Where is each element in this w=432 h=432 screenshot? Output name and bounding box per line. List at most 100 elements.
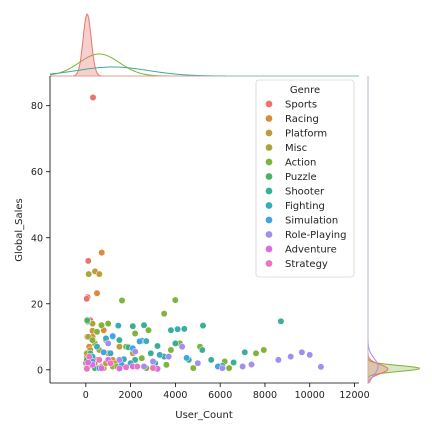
legend-marker-misc [265, 143, 273, 152]
point-role-playing-5 [248, 361, 255, 368]
point-fighting-5 [156, 351, 164, 359]
point-shooter-0 [277, 317, 285, 325]
legend-label-sports: Sports [285, 100, 317, 111]
point-simulation-1 [183, 354, 191, 362]
y-tick-label-60: 60 [31, 167, 43, 178]
main-plot-area: 0 2000 4000 6000 8000 10000 12000 0 20 40 60 80 Us… [14, 76, 370, 421]
legend-marker-action [265, 158, 273, 166]
legend-label-misc: Misc [285, 143, 307, 154]
point-role-playing-2 [287, 353, 295, 361]
point-shooter-11 [115, 336, 123, 344]
legend-marker-adventure [265, 245, 273, 253]
point-shooter-7 [241, 348, 249, 356]
legend-title: Genre [290, 85, 320, 96]
y-tick-label-20: 20 [31, 299, 43, 310]
point-role-playing-14 [115, 356, 123, 364]
legend-label-role-playing: Role-Playing [285, 230, 346, 241]
point-action-1 [118, 297, 126, 304]
point-action-3 [160, 310, 168, 318]
point-action-7 [145, 326, 152, 334]
point-adventure-4 [115, 365, 123, 372]
point-shooter-3 [140, 321, 148, 329]
x-axis-label: User_Count [175, 410, 233, 421]
point-action-23 [89, 336, 96, 344]
point-role-playing-7 [194, 359, 202, 367]
legend-frame [255, 79, 355, 278]
point-simulation-4 [100, 348, 108, 356]
point-shooter-21 [230, 359, 238, 366]
point-simulation-0 [109, 332, 117, 340]
x-tick-label-8000: 8000 [253, 390, 277, 401]
legend-items: Sports Racing Platform Misc Action Puzzle Shoo… [265, 100, 346, 270]
top-marginal-kde [49, 13, 359, 77]
point-action-13 [252, 349, 260, 357]
point-action-4 [98, 321, 105, 329]
point-fighting-0 [114, 322, 122, 330]
point-role-playing-1 [306, 351, 314, 359]
y-tick-label-80: 80 [31, 101, 43, 112]
point-racing-0 [98, 249, 106, 257]
point-platform-1 [95, 270, 103, 278]
legend-marker-role-playing [265, 230, 273, 239]
point-strategy-6 [122, 363, 130, 371]
legend-marker-racing [265, 114, 273, 123]
point-action-20 [162, 361, 170, 369]
point-platform-5 [115, 343, 123, 351]
legend-marker-fighting [265, 201, 273, 210]
y-axis-ticks: 0 20 40 60 80 [31, 101, 50, 376]
legend-label-puzzle: Puzzle [285, 172, 317, 183]
point-action-6 [104, 320, 112, 328]
point-action-10 [131, 330, 139, 337]
point-role-playing-4 [317, 363, 325, 371]
point-action-14 [260, 346, 268, 354]
legend-label-strategy: Strategy [285, 259, 328, 270]
legend-label-fighting: Fighting [285, 201, 325, 212]
point-shooter-13 [147, 349, 155, 357]
point-shooter-8 [154, 342, 161, 350]
point-strategy-0 [85, 353, 93, 361]
legend-label-racing: Racing [285, 114, 319, 125]
legend-marker-simulation [265, 216, 273, 224]
x-tick-label-10000: 10000 [295, 390, 325, 401]
right-marginal-kde [367, 76, 420, 384]
legend-label-action: Action [285, 158, 316, 169]
point-adventure-3 [98, 364, 105, 372]
point-role-playing-10 [131, 348, 139, 356]
point-shooter-4 [129, 322, 137, 330]
legend: Genre Sports Racing Platform Misc Action Puzz… [255, 79, 355, 278]
point-strategy-3 [133, 363, 141, 370]
point-role-playing-11 [104, 339, 112, 347]
point-fighting-3 [142, 337, 150, 345]
point-simulation-3 [136, 337, 144, 345]
legend-marker-platform [265, 129, 273, 137]
point-action-21 [138, 354, 146, 362]
point-fighting-1 [174, 325, 182, 333]
point-action-19 [189, 364, 197, 372]
legend-label-simulation: Simulation [285, 216, 338, 227]
x-tick-label-12000: 12000 [339, 390, 369, 401]
point-action-16 [225, 364, 233, 372]
point-strategy-1 [95, 356, 103, 364]
point-shooter-15 [171, 339, 179, 347]
point-role-playing-9 [165, 353, 173, 361]
point-sports-3 [83, 295, 91, 303]
legend-marker-strategy [265, 259, 273, 268]
x-axis-ticks: 0 2000 4000 6000 8000 10000 12000 [83, 383, 370, 401]
legend-label-shooter: Shooter [285, 187, 325, 198]
point-action-0 [171, 296, 179, 304]
point-role-playing-15 [140, 363, 148, 370]
y-tick-label-0: 0 [37, 365, 43, 376]
legend-marker-shooter [265, 187, 273, 195]
legend-marker-sports [265, 100, 273, 108]
legend-label-adventure: Adventure [285, 245, 337, 256]
point-role-playing-12 [239, 363, 247, 370]
legend-label-platform: Platform [285, 129, 327, 140]
point-role-playing-0 [298, 348, 306, 356]
legend-marker-puzzle [265, 172, 273, 181]
point-shooter-5 [180, 325, 188, 333]
point-misc-0 [85, 270, 93, 278]
point-fighting-4 [107, 349, 114, 357]
point-role-playing-6 [218, 364, 226, 372]
